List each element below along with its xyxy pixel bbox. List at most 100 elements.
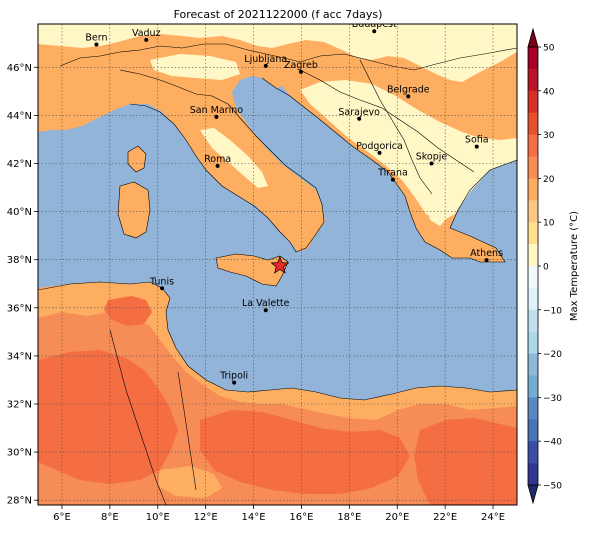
colorbar-bin (528, 112, 538, 135)
field-libya-coast-hot (414, 418, 517, 505)
lat-tick-label: 30°N (7, 448, 32, 459)
colorbar-bin (528, 134, 538, 157)
colorbar-bin (528, 331, 538, 354)
lon-tick-label: 20°E (385, 512, 409, 523)
field-apennine-cool (200, 128, 268, 188)
colorbar-tick-label: 0 (543, 263, 549, 273)
lat-tick-label: 28°N (7, 496, 32, 507)
city-dot (357, 116, 362, 121)
coastline-balkans (261, 77, 517, 263)
colorbar-tick-label: 20 (543, 175, 555, 185)
colorbar-tick-label: −40 (543, 438, 562, 448)
coastline-italy (119, 69, 325, 253)
field-sicily (216, 254, 288, 286)
colorbar-bin (528, 178, 538, 201)
border-alps (59, 43, 517, 71)
colorbar-bin (528, 309, 538, 332)
city-dot (406, 94, 411, 99)
city-label: Zagreb (284, 60, 318, 71)
border-north-africa (109, 329, 167, 505)
city-label: Tripoli (219, 371, 248, 382)
colorbar-tick-label: 50 (543, 44, 555, 54)
colorbar-bin (528, 419, 538, 442)
lat-tick-label: 44°N (7, 111, 32, 122)
border-libya-egypt (177, 371, 197, 491)
lon-tick-label: 10°E (146, 512, 170, 523)
colorbar-under-arrow (527, 484, 539, 505)
lat-tick-label: 32°N (7, 399, 32, 410)
colorbar-tick-label: 30 (543, 131, 555, 141)
lat-tick-label: 34°N (7, 351, 32, 362)
colorbar-tick-label: 40 (543, 87, 555, 97)
city-dot (484, 258, 489, 263)
city-dot (429, 161, 434, 166)
lat-tick-label: 40°N (7, 207, 32, 218)
city-label: Sarajevo (338, 107, 380, 118)
city-dot (390, 177, 395, 182)
forecast-location-marker (270, 255, 290, 274)
lon-tick-label: 18°E (337, 512, 361, 523)
colorbar-bins (528, 47, 538, 486)
city-label: Athens (470, 248, 503, 259)
colorbar-bin (528, 353, 538, 376)
map-frame (37, 23, 518, 506)
lon-tick-label: 24°E (481, 512, 505, 523)
city-label: Vaduz (132, 28, 161, 39)
city-dot (298, 69, 303, 74)
city-label: Sofia (465, 135, 489, 146)
colorbar-bin (528, 90, 538, 113)
lat-tick-label: 38°N (7, 255, 32, 266)
field-corsica (128, 146, 146, 172)
city-dot (377, 150, 382, 155)
field-greece-cool (426, 176, 458, 226)
coastlines-and-borders (38, 43, 517, 505)
city-label: Belgrade (387, 84, 430, 95)
colorbar-bin (528, 287, 538, 311)
colorbar-tick-label: −10 (543, 306, 562, 316)
marker-star-icon (270, 255, 290, 274)
lon-tick-label: 14°E (242, 512, 266, 523)
colorbar-bin (528, 397, 538, 420)
city-label: Roma (204, 154, 231, 165)
city-dot (263, 63, 268, 68)
city-label: Tirana (377, 168, 408, 179)
border-balkans-2 (359, 59, 433, 195)
city-label: San Marino (190, 105, 243, 116)
lon-tick-label: 12°E (194, 512, 218, 523)
lon-tick-label: 6°E (53, 512, 71, 523)
city-label: Ljubljana (244, 54, 287, 65)
colorbar-bin (528, 156, 538, 179)
coastline-sardinia (117, 181, 151, 239)
gridlines (38, 24, 517, 505)
colorbar: 50 40 30 20 10 0 −10 −20 −30 −40 −50 Max Temperatu… (527, 27, 580, 505)
field-sardinia (118, 182, 150, 238)
colorbar-tick-label: −20 (543, 350, 562, 360)
city-label: Skopje (416, 151, 448, 162)
colorbar-bin (528, 244, 538, 267)
colorbar-tick-label: −50 (543, 482, 562, 492)
colorbar-tick-label: 10 (543, 219, 555, 229)
city-label: Budapest (352, 19, 397, 30)
field-po-valley-cool (150, 54, 240, 80)
colorbar-over-arrow (527, 27, 539, 48)
field-tunisia-hot (104, 296, 152, 326)
city-label: Bern (85, 32, 107, 43)
colorbar-ticks: 50 40 30 20 10 0 −10 −20 −30 −40 −50 (538, 44, 562, 492)
colorbar-bin (528, 68, 538, 92)
lon-tick-label: 22°E (433, 512, 457, 523)
lat-tick-label: 36°N (7, 303, 32, 314)
colorbar-bin (528, 441, 538, 464)
colorbar-label: Max Temperature (°C) (569, 211, 580, 321)
city-dot (214, 114, 219, 119)
city-label: Podgorica (356, 141, 403, 152)
figure-title: Forecast of 2021122000 (f acc 7days) (174, 8, 383, 21)
city-dot (232, 380, 237, 385)
colorbar-bin (528, 222, 538, 245)
city-dot (160, 286, 165, 291)
city-label: Tunis (149, 276, 174, 287)
city-label: La Valette (242, 298, 290, 309)
coastline-north-africa (38, 281, 517, 401)
colorbar-bin (528, 200, 538, 223)
